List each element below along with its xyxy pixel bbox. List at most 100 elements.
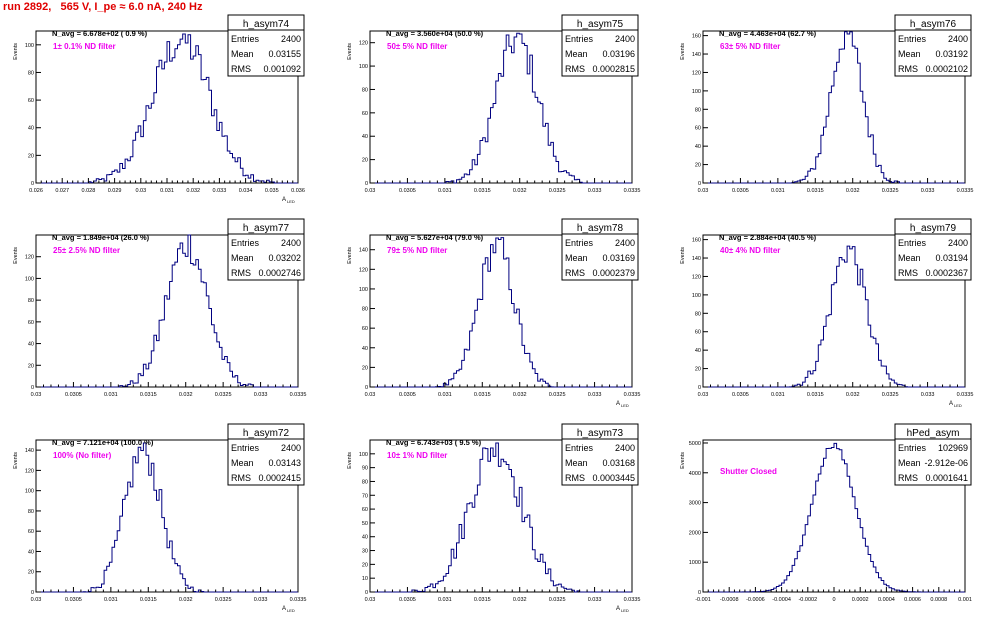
- stats-box: [227, 423, 305, 486]
- histogram-line: [36, 442, 298, 593]
- x-axis-label: A: [616, 401, 620, 407]
- histogram-line: [703, 31, 965, 184]
- plot-frame: [369, 30, 633, 184]
- y-axis-label: Events: [13, 452, 19, 469]
- stats-value-mean: 0.03143: [268, 458, 301, 468]
- y-tick-label: 50: [362, 521, 368, 527]
- x-tick-label: 0.0315: [474, 188, 491, 194]
- x-tick-label: 0.001: [958, 597, 972, 603]
- stats-value-entries: 2400: [615, 34, 635, 44]
- stats-value-entries: 2400: [615, 238, 635, 248]
- x-axis-label: A: [282, 606, 286, 612]
- stats-label-mean: Mean: [565, 49, 588, 59]
- y-tick-label: 0: [698, 385, 701, 391]
- x-tick-label: 0.0325: [549, 392, 566, 398]
- stats-label-mean: Mean: [898, 253, 921, 263]
- y-tick-label: 0: [31, 385, 34, 391]
- y-tick-label: 40: [28, 126, 34, 132]
- stats-value-rms: 0.0003445: [592, 473, 635, 483]
- y-tick-label: 40: [28, 342, 34, 348]
- y-tick-label: 40: [695, 144, 701, 150]
- x-tick-label: 0.032: [846, 392, 860, 398]
- y-tick-label: 0: [698, 181, 701, 187]
- stats-value-rms: 0.0002815: [592, 64, 635, 74]
- stats-label-mean: Mean: [898, 458, 921, 468]
- x-axis-label: A: [282, 197, 286, 203]
- filter-annotation: Shutter Closed: [720, 467, 777, 476]
- x-tick-label: 0.0325: [215, 597, 232, 603]
- y-tick-label: 60: [362, 326, 368, 332]
- x-tick-label: 0.03: [31, 597, 42, 603]
- x-tick-label: 0.031: [438, 597, 452, 603]
- y-tick-label: 120: [25, 255, 34, 261]
- stats-value-mean: -2.912e-06: [924, 458, 968, 468]
- y-tick-label: 30: [362, 549, 368, 555]
- plot-frame: [702, 234, 966, 388]
- filter-annotation: 1± 0.1% ND filter: [53, 42, 116, 51]
- x-tick-label: 0: [832, 597, 835, 603]
- y-tick-label: 20: [362, 158, 368, 164]
- x-tick-label: 0.0335: [624, 392, 641, 398]
- y-tick-label: 80: [28, 70, 34, 76]
- filter-annotation: 100% (No filter): [53, 451, 112, 460]
- stats-value-mean: 0.03168: [602, 458, 635, 468]
- x-tick-label: 0.031: [104, 392, 118, 398]
- x-tick-label: 0.0335: [957, 392, 974, 398]
- stats-label-entries: Entries: [565, 34, 594, 44]
- y-tick-label: 20: [695, 367, 701, 373]
- navg-annotation: N_avg = 4.463e+04 (62.7 %): [719, 29, 817, 38]
- y-tick-label: 40: [695, 348, 701, 354]
- stats-label-mean: Mean: [898, 49, 921, 59]
- y-tick-label: 20: [362, 562, 368, 568]
- histogram-panel-h_asym79: 0.03 0.0305 0.031 0.0315 0.032 0.0325 0.033 0.0…: [680, 218, 974, 408]
- stats-box: [227, 14, 305, 77]
- y-axis-label: Events: [13, 43, 19, 60]
- histogram-panel-h_asym74: 0.026 0.027 0.028 0.029 0.03 0.031 0.032 0.033 0…: [13, 14, 305, 204]
- stats-label-mean: Mean: [231, 253, 254, 263]
- x-tick-label: 0.028: [82, 188, 96, 194]
- y-axis-label: Events: [347, 43, 353, 60]
- y-tick-label: 60: [28, 98, 34, 104]
- x-tick-label: 0.032: [179, 392, 193, 398]
- stats-value-entries: 2400: [281, 238, 301, 248]
- histogram-line: [370, 442, 632, 593]
- filter-annotation: 63± 5% ND filter: [720, 42, 780, 51]
- plot-frame: [369, 234, 633, 388]
- histogram-name: h_asym74: [243, 19, 290, 30]
- x-axis-label-subscript: LED: [621, 608, 629, 613]
- x-tick-label: 0.031: [438, 188, 452, 194]
- histogram-line: [370, 237, 632, 388]
- histogram-name: h_asym78: [577, 223, 624, 234]
- histogram-name: h_asym75: [577, 19, 624, 30]
- x-tick-label: 0.031: [771, 392, 785, 398]
- x-tick-label: 0.0325: [549, 188, 566, 194]
- y-tick-label: 0: [31, 590, 34, 596]
- x-tick-label: 0.0305: [732, 188, 749, 194]
- y-tick-label: 40: [362, 346, 368, 352]
- x-tick-label: -0.0006: [746, 597, 765, 603]
- x-tick-label: 0.0335: [624, 597, 641, 603]
- x-tick-label: -0.0008: [720, 597, 739, 603]
- x-tick-label: 0.033: [588, 597, 602, 603]
- navg-annotation: N_avg = 6.743e+03 ( 9.5 %): [386, 438, 482, 447]
- stats-value-mean: 0.03202: [268, 253, 301, 263]
- histogram-name: h_asym72: [243, 428, 290, 439]
- x-tick-label: 0.032: [513, 188, 527, 194]
- plot-frame: [35, 439, 299, 593]
- stats-value-mean: 0.03196: [602, 49, 635, 59]
- x-tick-label: 0.031: [771, 188, 785, 194]
- y-tick-label: 100: [25, 276, 34, 282]
- y-tick-label: 0: [698, 590, 701, 596]
- y-tick-label: 100: [692, 89, 701, 95]
- y-tick-label: 100: [359, 452, 368, 458]
- x-tick-label: 0.03: [698, 392, 709, 398]
- stats-value-mean: 0.03194: [935, 253, 968, 263]
- x-tick-label: 0.0325: [882, 392, 899, 398]
- stats-box: [894, 423, 972, 486]
- x-tick-label: 0.0002: [852, 597, 869, 603]
- stats-label-entries: Entries: [231, 34, 260, 44]
- stats-box: [561, 218, 639, 281]
- y-tick-label: 140: [25, 448, 34, 454]
- x-tick-label: 0.026: [29, 188, 43, 194]
